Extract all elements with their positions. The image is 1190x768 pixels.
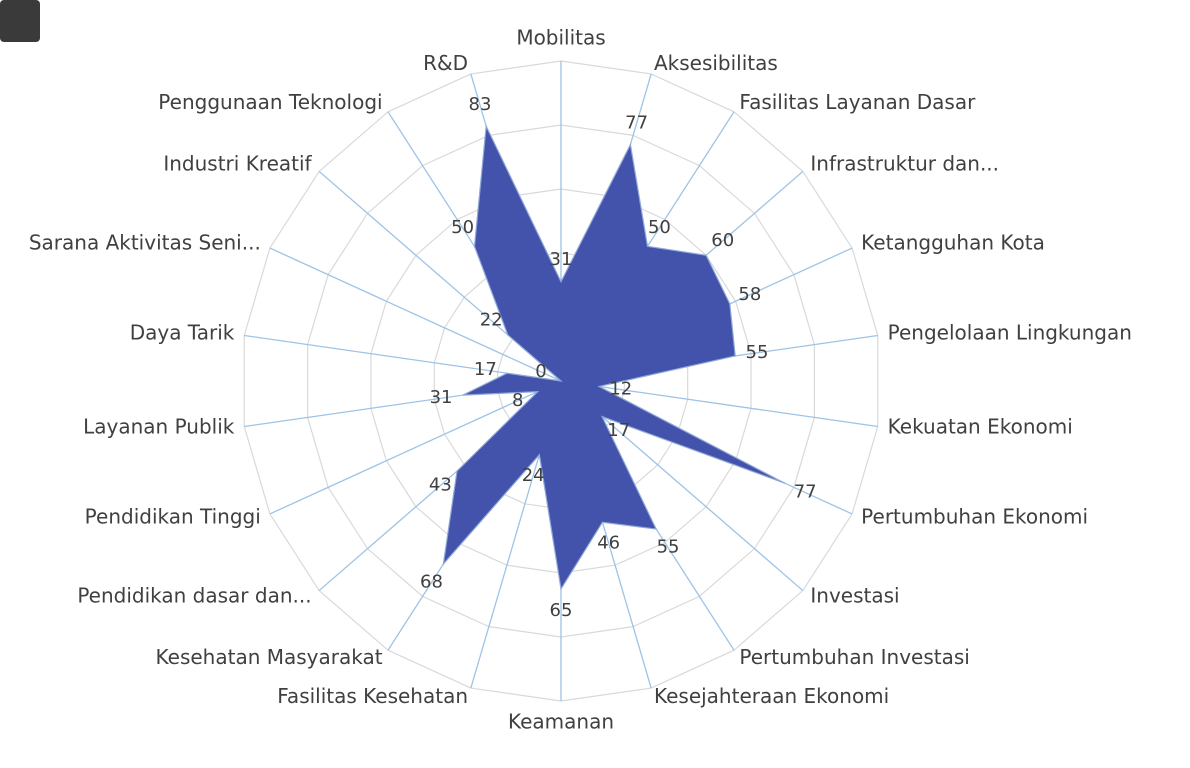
data-label: 58 xyxy=(738,284,761,305)
data-label: 68 xyxy=(420,572,443,593)
category-label: Sarana Aktivitas Seni... xyxy=(29,230,261,254)
data-label: 8 xyxy=(512,390,523,411)
category-label: Fasilitas Kesehatan xyxy=(277,684,468,708)
category-label: Fasilitas Layanan Dasar xyxy=(739,90,976,114)
spoke xyxy=(269,247,562,382)
category-label: Keamanan xyxy=(508,710,614,734)
data-area xyxy=(442,123,786,591)
data-label: 31 xyxy=(550,249,573,270)
data-label: 77 xyxy=(794,481,817,502)
category-label: Pertumbuhan Investasi xyxy=(739,645,969,669)
corner-button xyxy=(0,0,40,42)
data-label: 24 xyxy=(522,465,545,486)
category-label: Pendidikan dasar dan... xyxy=(77,584,311,608)
data-label: 17 xyxy=(474,359,497,380)
category-label: Pengelolaan Lingkungan xyxy=(888,321,1132,345)
data-label: 50 xyxy=(451,217,474,238)
category-label: Kesejahteraan Ekonomi xyxy=(654,684,889,708)
data-label: 46 xyxy=(597,532,620,553)
category-label: R&D xyxy=(423,51,468,75)
data-label: 83 xyxy=(469,94,492,115)
data-label: 50 xyxy=(648,217,671,238)
data-label: 12 xyxy=(609,379,632,400)
category-label: Pertumbuhan Ekonomi xyxy=(861,505,1088,529)
data-label: 77 xyxy=(625,112,648,133)
category-label: Infrastruktur dan... xyxy=(810,151,999,175)
category-label: Pendidikan Tinggi xyxy=(85,505,261,529)
category-label: Layanan Publik xyxy=(83,414,235,438)
category-label: Investasi xyxy=(810,584,899,608)
data-label: 31 xyxy=(430,387,453,408)
data-label: 0 xyxy=(535,361,546,382)
category-label: Mobilitas xyxy=(516,26,605,50)
data-label: 55 xyxy=(746,342,769,363)
spoke xyxy=(560,380,878,428)
data-label: 43 xyxy=(429,475,452,496)
category-label: Aksesibilitas xyxy=(654,51,778,75)
spoke xyxy=(269,380,562,515)
category-label: Kesehatan Masyarakat xyxy=(156,645,383,669)
data-label: 22 xyxy=(480,309,503,330)
category-label: Industri Kreatif xyxy=(163,151,312,175)
data-label: 17 xyxy=(607,420,630,441)
category-label: Kekuatan Ekonomi xyxy=(888,414,1073,438)
data-label: 55 xyxy=(657,537,680,558)
data-label: 65 xyxy=(550,600,573,621)
category-label: Ketangguhan Kota xyxy=(861,230,1045,254)
category-label: Daya Tarik xyxy=(130,321,235,345)
category-label: Penggunaan Teknologi xyxy=(158,90,382,114)
data-label: 60 xyxy=(711,230,734,251)
